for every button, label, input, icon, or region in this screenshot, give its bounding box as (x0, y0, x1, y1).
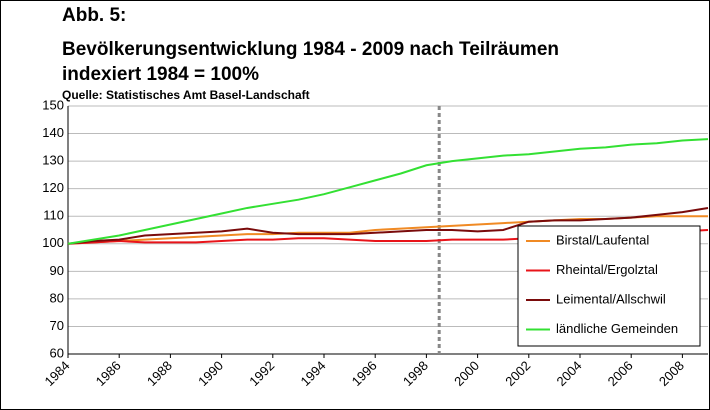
y-tick-label: 70 (50, 318, 64, 333)
chart-subtitle: indexiert 1984 = 100% (62, 64, 259, 85)
legend-box (517, 225, 701, 347)
chart-source: Quelle: Statistisches Amt Basel-Landscha… (62, 88, 310, 102)
y-tick-label: 90 (50, 263, 64, 278)
y-tick-label: 120 (42, 180, 64, 195)
y-tick-label: 140 (42, 125, 64, 140)
legend-label: Birstal/Laufental (556, 232, 649, 247)
chart-label: Abb. 5: (62, 5, 126, 26)
chart-title: Bevölkerungsentwicklung 1984 - 2009 nach… (62, 39, 559, 60)
series-line (67, 138, 709, 245)
y-tick-label: 130 (42, 153, 64, 168)
y-tick-label: 60 (50, 345, 64, 360)
y-tick-label: 110 (43, 208, 64, 223)
legend-label: Rheintal/Ergolztal (556, 262, 658, 277)
legend-label: Leimental/Allschwil (556, 291, 666, 306)
series-line (67, 206, 709, 245)
legend-label: ländliche Gemeinden (556, 321, 678, 336)
y-tick-label: 150 (42, 97, 64, 112)
y-tick-label: 100 (42, 235, 64, 250)
y-tick-label: 80 (50, 290, 64, 305)
